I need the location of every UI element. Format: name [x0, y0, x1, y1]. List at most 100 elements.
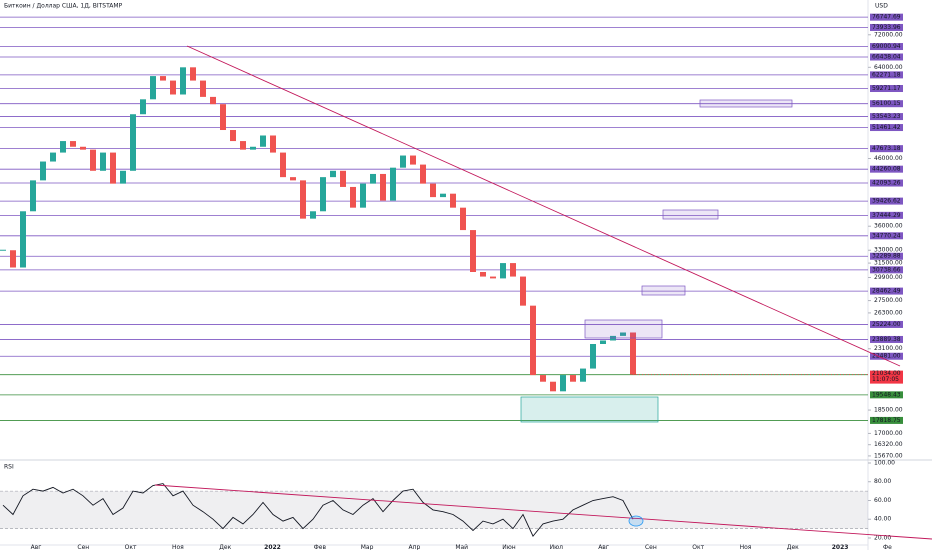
candle	[250, 146, 256, 150]
candle	[40, 161, 46, 181]
drawings	[154, 45, 932, 540]
candle	[550, 381, 556, 392]
level-label-bg	[870, 53, 903, 61]
y-tick-label: 72000.00	[874, 31, 903, 38]
zone	[662, 209, 719, 220]
x-tick-label: Май	[455, 544, 468, 550]
rsi-title: RSI	[4, 464, 14, 471]
level-label: 23889.38	[872, 336, 901, 343]
y-tick-label: 46000.00	[874, 155, 903, 162]
last-price-bg	[870, 370, 903, 384]
y-tick-label: 18500.00	[874, 407, 903, 414]
level-label-bg	[870, 232, 903, 240]
level-label-bg	[870, 335, 903, 343]
rsi-trend-line	[154, 484, 932, 540]
y-tick-label: 27500.00	[874, 297, 903, 304]
y-tick-label: 15670.00	[874, 452, 903, 459]
candle	[350, 186, 356, 208]
candle	[270, 135, 276, 153]
candle	[590, 343, 596, 369]
candle	[620, 332, 626, 336]
candle	[150, 76, 156, 100]
candle	[330, 170, 336, 178]
candle	[580, 368, 586, 382]
candle	[290, 177, 296, 181]
level-label-bg	[870, 71, 903, 79]
level-label: 39426.62	[872, 198, 901, 205]
rsi-line	[2, 483, 634, 537]
level-label-bg	[870, 13, 903, 21]
candle	[400, 155, 406, 168]
y-tick-label: 17000.00	[874, 430, 903, 437]
level-label: 17818.75	[872, 417, 901, 424]
last-price-label: 21034.00	[872, 370, 901, 377]
candle	[140, 99, 146, 115]
zone	[641, 285, 686, 296]
candle	[420, 164, 426, 184]
x-tick-label: Авг	[31, 544, 42, 550]
level-label: 34770.24	[872, 232, 901, 239]
level-label: 62271.18	[872, 71, 901, 78]
level-label: 25224.00	[872, 321, 901, 328]
y-tick-label: 40.00	[874, 516, 891, 523]
level-label-bg	[870, 320, 903, 328]
level-label-bg	[870, 352, 903, 360]
candle	[600, 340, 606, 344]
candle	[360, 183, 366, 208]
candle	[100, 152, 106, 171]
candle	[460, 207, 466, 231]
candle	[390, 167, 396, 201]
candle	[300, 180, 306, 219]
candle	[170, 80, 176, 95]
level-label-bg	[870, 113, 903, 121]
candle	[320, 177, 326, 212]
candle	[540, 375, 546, 382]
candle	[500, 263, 506, 279]
candle	[110, 152, 116, 184]
x-tick-label: Ноя	[172, 544, 184, 550]
x-tick-label: 2023	[832, 544, 849, 550]
candle	[210, 96, 216, 105]
candle	[340, 170, 346, 187]
x-tick-label: Окт	[692, 544, 704, 550]
candle	[50, 152, 56, 162]
candle	[470, 230, 476, 272]
level-label-bg	[870, 43, 903, 51]
candle	[80, 146, 86, 150]
trend-line	[186, 45, 901, 367]
level-label-bg	[870, 416, 903, 424]
zone	[584, 319, 663, 339]
level-label-bg	[870, 23, 903, 31]
candle	[190, 67, 196, 81]
x-tick-label: Сен	[77, 544, 89, 550]
x-tick-label: Фев	[314, 544, 327, 550]
y-tick-label: 29900.00	[874, 274, 903, 281]
y-tick-label: 33000.00	[874, 247, 903, 254]
candle	[60, 141, 66, 153]
level-label: 53543.23	[872, 113, 901, 120]
x-tick-label: Июн	[502, 544, 516, 550]
x-tick-label: Мар	[361, 544, 374, 550]
candle	[20, 211, 26, 268]
candle	[280, 152, 286, 178]
level-label: 22481.00	[872, 353, 901, 360]
chart-title: Биткоин / Доллар США, 1Д, BITSTAMP	[4, 3, 123, 10]
candle	[160, 76, 166, 81]
level-label-bg	[870, 266, 903, 274]
level-label: 47673.18	[872, 145, 901, 152]
level-label-bg	[870, 287, 903, 295]
candle	[220, 104, 226, 131]
zone	[699, 99, 793, 108]
level-label-bg	[870, 85, 903, 93]
candle	[570, 375, 576, 382]
y-tick-label: 80.00	[874, 478, 891, 485]
level-label-bg	[870, 165, 903, 173]
candle	[70, 141, 76, 147]
y-tick-label: 36000.00	[874, 223, 903, 230]
level-label: 19548.43	[872, 391, 901, 398]
y-tick-label: 100.00	[874, 459, 895, 466]
candle	[240, 141, 246, 150]
x-tick-label: Окт	[125, 544, 137, 550]
level-label: 56100.15	[872, 100, 901, 107]
